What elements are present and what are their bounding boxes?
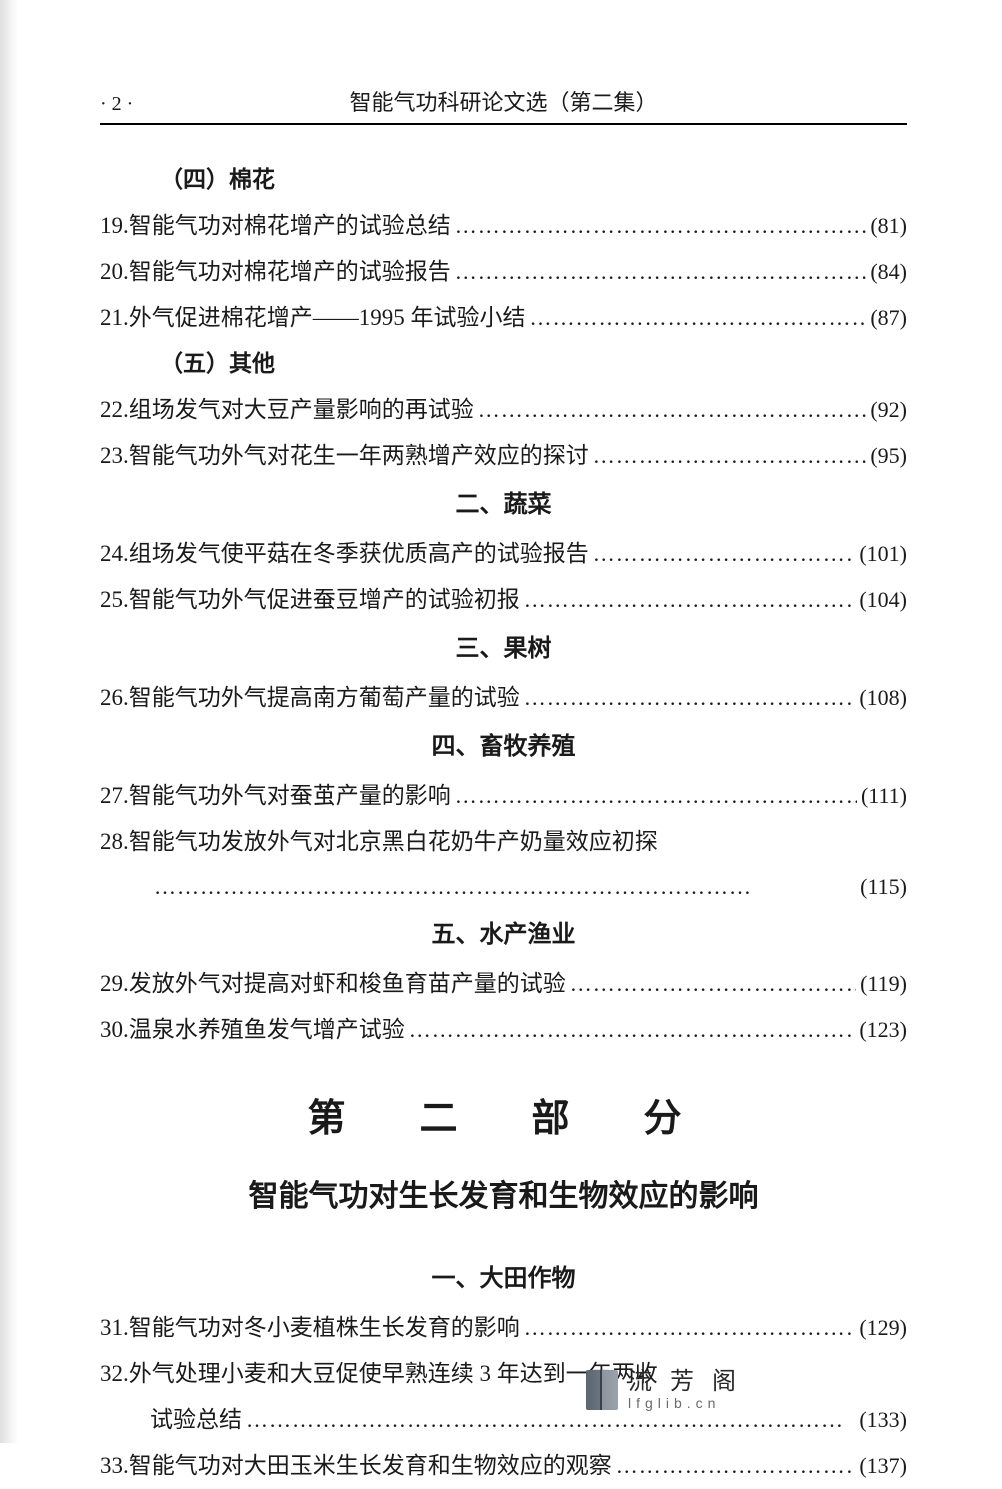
page-header: · 2 · 智能气功科研论文选（第二集）: [100, 85, 907, 125]
entry-number: 21.: [100, 295, 129, 341]
entry-number: 31.: [100, 1305, 129, 1351]
subsection-heading: （四）棉花: [160, 157, 907, 203]
entry-title: 组场发气对大豆产量影响的再试验: [129, 387, 474, 433]
entry-page: (101): [859, 532, 907, 576]
entry-number: 27.: [100, 773, 129, 819]
leader-dots: [409, 1008, 856, 1052]
part-subtitle: 智能气功对生长发育和生物效应的影响: [100, 1167, 907, 1227]
entry-title: 温泉水养殖鱼发气增产试验: [129, 1007, 405, 1053]
toc-entry: 30. 温泉水养殖鱼发气增产试验 (123): [100, 1007, 907, 1053]
leader-dots: [530, 296, 867, 340]
leader-dots: [154, 865, 856, 909]
entry-number: 32.: [100, 1351, 129, 1397]
entry-number: 30.: [100, 1007, 129, 1053]
toc-entry: 22. 组场发气对大豆产量影响的再试验 (92): [100, 387, 907, 433]
entry-title: 组场发气使平菇在冬季获优质高产的试验报告: [129, 531, 589, 577]
entry-title: 智能气功外气提高南方葡萄产量的试验: [129, 675, 520, 721]
table-of-contents: （四）棉花 19. 智能气功对棉花增产的试验总结 (81) 20. 智能气功对棉…: [100, 157, 907, 1489]
watermark: 流 芳 阁 lfglib.cn: [586, 1369, 742, 1411]
scan-shadow: [0, 0, 18, 1443]
entry-number: 20.: [100, 249, 129, 295]
toc-entry: 19. 智能气功对棉花增产的试验总结 (81): [100, 203, 907, 249]
entry-number: 25.: [100, 577, 129, 623]
entry-number: 26.: [100, 675, 129, 721]
leader-dots: [455, 250, 867, 294]
entry-number: 22.: [100, 387, 129, 433]
leader-dots: [616, 1444, 856, 1488]
entry-number: 24.: [100, 531, 129, 577]
leader-dots: [246, 1398, 855, 1442]
leader-dots: [455, 774, 857, 818]
part-title: 第 二 部 分: [100, 1081, 907, 1157]
entry-page: (104): [859, 578, 907, 622]
page-container: · 2 · 智能气功科研论文选（第二集） （四）棉花 19. 智能气功对棉花增产…: [0, 0, 1002, 1489]
leader-dots: [524, 578, 856, 622]
entry-page: (81): [870, 204, 907, 248]
section-heading: 一、大田作物: [100, 1255, 907, 1303]
entry-title: 智能气功对大田玉米生长发育和生物效应的观察: [129, 1443, 612, 1489]
entry-page: (133): [859, 1398, 907, 1442]
entry-title: 智能气功外气促进蚕豆增产的试验初报: [129, 577, 520, 623]
entry-number: 33.: [100, 1443, 129, 1489]
toc-entry: 25. 智能气功外气促进蚕豆增产的试验初报 (104): [100, 577, 907, 623]
toc-entry: 23. 智能气功外气对花生一年两熟增产效应的探讨 (95): [100, 433, 907, 479]
entry-number: 23.: [100, 433, 129, 479]
toc-entry: 29. 发放外气对提高对虾和梭鱼育苗产量的试验 (119): [100, 961, 907, 1007]
leader-dots: [570, 962, 856, 1006]
leader-dots: [524, 1306, 856, 1350]
watermark-en: lfglib.cn: [628, 1396, 742, 1411]
entry-page: (84): [870, 250, 907, 294]
toc-entry: 28. 智能气功发放外气对北京黑白花奶牛产奶量效应初探 (115): [100, 819, 907, 909]
leader-dots: [593, 532, 856, 576]
entry-title: 智能气功外气对花生一年两熟增产效应的探讨: [129, 433, 589, 479]
toc-entry: 32. 外气处理小麦和大豆促使早熟连续 3 年达到一年两收 试验总结 (133): [100, 1351, 907, 1443]
entry-title: 智能气功外气对蚕茧产量的影响: [129, 773, 451, 819]
running-title: 智能气功科研论文选（第二集）: [100, 85, 907, 117]
toc-entry: 33. 智能气功对大田玉米生长发育和生物效应的观察 (137): [100, 1443, 907, 1489]
leader-dots: [478, 388, 867, 432]
leader-dots: [524, 676, 856, 720]
watermark-zh: 流 芳 阁: [628, 1369, 742, 1395]
entry-page: (111): [861, 774, 907, 818]
entry-number: 19.: [100, 203, 129, 249]
entry-page: (92): [870, 388, 907, 432]
section-heading: 四、畜牧养殖: [100, 723, 907, 771]
entry-page: (129): [859, 1306, 907, 1350]
entry-title: 智能气功对棉花增产的试验报告: [129, 249, 451, 295]
entry-title: 智能气功发放外气对北京黑白花奶牛产奶量效应初探: [129, 819, 658, 865]
entry-page: (137): [859, 1444, 907, 1488]
section-heading: 二、蔬菜: [100, 481, 907, 529]
toc-entry: 27. 智能气功外气对蚕茧产量的影响 (111): [100, 773, 907, 819]
section-heading: 五、水产渔业: [100, 911, 907, 959]
entry-title-line2: 试验总结: [150, 1397, 242, 1443]
entry-number: 29.: [100, 961, 129, 1007]
watermark-text: 流 芳 阁 lfglib.cn: [628, 1369, 742, 1411]
entry-title: 外气促进棉花增产——1995 年试验小结: [129, 295, 526, 341]
entry-title: 发放外气对提高对虾和梭鱼育苗产量的试验: [129, 961, 566, 1007]
toc-entry: 26. 智能气功外气提高南方葡萄产量的试验 (108): [100, 675, 907, 721]
toc-entry: 21. 外气促进棉花增产——1995 年试验小结 (87): [100, 295, 907, 341]
toc-entry: 20. 智能气功对棉花增产的试验报告 (84): [100, 249, 907, 295]
leader-dots: [593, 434, 867, 478]
leader-dots: [455, 204, 867, 248]
entry-page: (123): [859, 1008, 907, 1052]
entry-page: (95): [870, 434, 907, 478]
entry-title-line1: 外气处理小麦和大豆促使早熟连续 3 年达到一年两收: [129, 1351, 658, 1397]
book-icon: [586, 1370, 618, 1410]
entry-page: (108): [859, 676, 907, 720]
entry-page: (115): [860, 865, 907, 909]
entry-number: 28.: [100, 819, 129, 865]
entry-page: (119): [860, 962, 907, 1006]
toc-entry: 24. 组场发气使平菇在冬季获优质高产的试验报告 (101): [100, 531, 907, 577]
section-heading: 三、果树: [100, 625, 907, 673]
subsection-heading: （五）其他: [160, 341, 907, 387]
entry-title: 智能气功对棉花增产的试验总结: [129, 203, 451, 249]
entry-page: (87): [870, 296, 907, 340]
entry-title: 智能气功对冬小麦植株生长发育的影响: [129, 1305, 520, 1351]
toc-entry: 31. 智能气功对冬小麦植株生长发育的影响 (129): [100, 1305, 907, 1351]
